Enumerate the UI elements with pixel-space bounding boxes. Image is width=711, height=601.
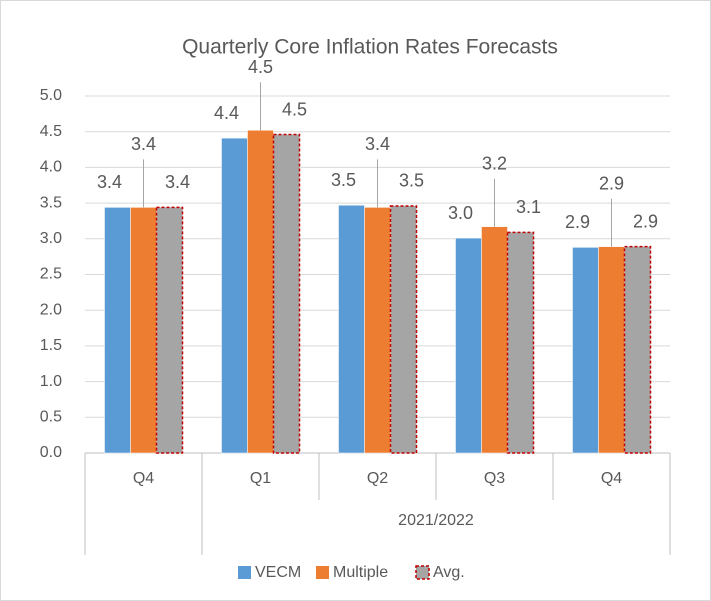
data-label: 3.4 (131, 134, 156, 154)
legend-swatch (238, 566, 251, 579)
bar (455, 237, 482, 454)
bar (623, 245, 652, 454)
bar (598, 246, 625, 454)
x-tick-label: Q4 (133, 470, 154, 487)
y-tick-label: 0.0 (40, 444, 62, 461)
data-label: 4.4 (214, 103, 239, 123)
bar (389, 205, 418, 454)
bar (506, 231, 535, 454)
data-label: 4.5 (248, 57, 273, 77)
data-label: 3.4 (365, 134, 390, 154)
y-tick-label: 3.5 (40, 194, 62, 211)
y-tick-label: 1.5 (40, 337, 62, 354)
bar (130, 207, 157, 454)
y-tick-label: 4.5 (40, 123, 62, 140)
y-tick-label: 1.0 (40, 373, 62, 390)
x-tick-label: Q3 (484, 470, 505, 487)
x-tick-label: Q1 (250, 470, 271, 487)
data-label: 3.5 (331, 170, 356, 190)
bar (155, 206, 184, 454)
x-group-label: 2021/2022 (398, 512, 474, 529)
data-label: 3.2 (482, 153, 507, 173)
bar (364, 207, 391, 454)
x-tick-label: Q4 (601, 470, 622, 487)
chart-title: Quarterly Core Inflation Rates Forecasts (182, 36, 558, 59)
data-label: 3.4 (97, 172, 122, 192)
legend-label: Avg. (433, 564, 465, 581)
bar (272, 133, 301, 454)
legend-swatch (415, 565, 430, 580)
bar (104, 207, 131, 454)
bar (221, 137, 248, 454)
y-tick-label: 0.5 (40, 409, 62, 426)
y-tick-label: 5.0 (40, 87, 62, 104)
data-label: 2.9 (599, 173, 624, 193)
y-tick-label: 2.0 (40, 301, 62, 318)
bar (572, 247, 599, 454)
data-label: 2.9 (565, 212, 590, 232)
data-label: 3.1 (516, 197, 541, 217)
legend-label: Multiple (333, 564, 388, 581)
y-tick-label: 3.0 (40, 230, 62, 247)
legend-label: VECM (255, 564, 301, 581)
bar (338, 204, 365, 454)
y-tick-label: 4.0 (40, 159, 62, 176)
x-tick-label: Q2 (367, 470, 388, 487)
bar (247, 130, 274, 454)
data-label: 4.5 (282, 99, 307, 119)
bar (481, 226, 508, 454)
data-label: 3.5 (399, 171, 424, 191)
data-label: 3.4 (165, 172, 190, 192)
y-tick-label: 2.5 (40, 266, 62, 283)
data-label: 2.9 (633, 211, 658, 231)
legend-swatch (316, 566, 329, 579)
data-label: 3.0 (448, 203, 473, 223)
